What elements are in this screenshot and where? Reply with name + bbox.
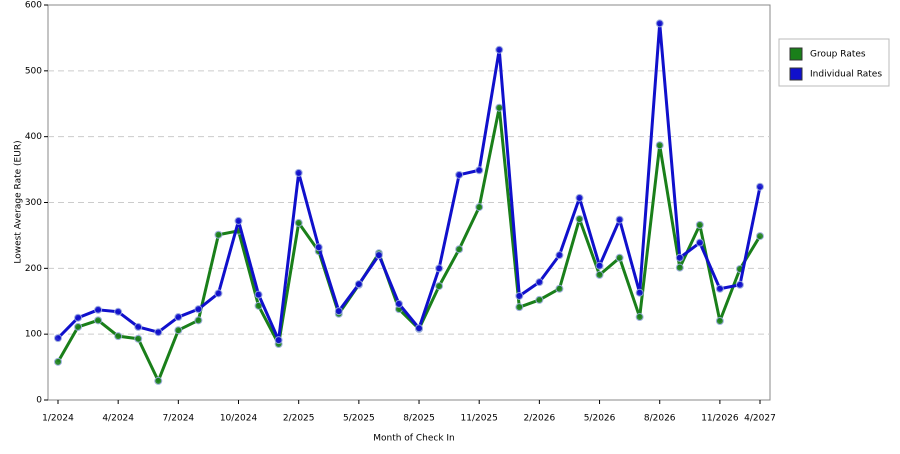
x-tick-label: 8/2025 bbox=[403, 414, 435, 424]
data-point bbox=[575, 214, 584, 223]
legend-label: Group Rates bbox=[810, 50, 866, 60]
data-point bbox=[435, 282, 444, 291]
legend: Group Rates Individual Rates bbox=[778, 38, 890, 87]
x-tick-label: 4/2027 bbox=[744, 414, 776, 424]
y-tick-label: 400 bbox=[25, 132, 42, 142]
data-point bbox=[54, 334, 62, 343]
data-point bbox=[575, 193, 584, 202]
data-point bbox=[695, 238, 704, 247]
y-tick-label: 600 bbox=[25, 1, 42, 11]
data-point bbox=[495, 45, 504, 54]
data-point bbox=[615, 215, 624, 224]
data-point bbox=[475, 166, 484, 175]
series-line bbox=[56, 106, 762, 383]
data-point bbox=[635, 288, 644, 297]
data-point bbox=[114, 307, 123, 316]
data-point bbox=[595, 270, 604, 279]
data-point bbox=[54, 357, 62, 366]
data-point bbox=[455, 245, 464, 254]
data-point bbox=[515, 303, 524, 312]
data-point bbox=[635, 313, 644, 322]
data-point bbox=[555, 284, 564, 293]
x-axis-title: Month of Check In bbox=[373, 434, 455, 444]
data-point bbox=[435, 264, 444, 273]
y-tick-label: 300 bbox=[25, 198, 42, 208]
x-tick-label: 5/2026 bbox=[584, 414, 616, 424]
x-tick-label: 7/2024 bbox=[163, 414, 195, 424]
data-point bbox=[495, 103, 504, 112]
data-point bbox=[74, 313, 83, 322]
data-point bbox=[194, 305, 203, 314]
data-point bbox=[174, 313, 183, 322]
x-tick-label: 5/2025 bbox=[343, 414, 375, 424]
data-point bbox=[715, 284, 724, 293]
data-point bbox=[675, 253, 684, 262]
data-point bbox=[515, 291, 524, 300]
data-point bbox=[615, 253, 624, 262]
y-tick-label: 100 bbox=[25, 330, 42, 340]
data-point bbox=[475, 203, 484, 212]
data-point bbox=[214, 230, 223, 239]
data-point bbox=[374, 251, 383, 260]
data-point bbox=[535, 295, 544, 304]
legend-swatch bbox=[789, 47, 803, 61]
y-tick-label: 0 bbox=[36, 396, 42, 406]
data-point bbox=[756, 232, 764, 241]
x-tick-label: 4/2024 bbox=[102, 414, 134, 424]
data-point bbox=[134, 322, 143, 331]
x-tick-label: 2/2025 bbox=[283, 414, 315, 424]
legend-label: Individual Rates bbox=[810, 70, 882, 80]
data-point bbox=[174, 326, 183, 335]
data-point bbox=[354, 280, 363, 289]
data-point bbox=[114, 332, 123, 341]
data-point bbox=[675, 263, 684, 272]
data-point bbox=[535, 278, 544, 287]
data-point bbox=[94, 305, 103, 314]
data-point bbox=[655, 141, 664, 150]
data-point bbox=[154, 328, 163, 337]
y-axis-title: Lowest Average Rate (EUR) bbox=[14, 140, 24, 263]
x-tick-label: 1/2024 bbox=[42, 414, 74, 424]
legend-swatch bbox=[789, 67, 803, 81]
x-tick-label: 10/2024 bbox=[220, 414, 258, 424]
x-tick-label: 2/2026 bbox=[524, 414, 556, 424]
data-point bbox=[234, 216, 243, 225]
data-point bbox=[455, 170, 464, 179]
data-point bbox=[334, 307, 343, 316]
x-tick-label: 11/2026 bbox=[701, 414, 739, 424]
y-tick-label: 200 bbox=[25, 264, 42, 274]
data-point bbox=[194, 316, 203, 325]
data-point bbox=[394, 299, 403, 308]
data-point bbox=[555, 251, 564, 260]
x-tick-label: 8/2026 bbox=[644, 414, 676, 424]
data-point bbox=[715, 317, 724, 325]
data-point bbox=[314, 243, 323, 252]
data-point bbox=[254, 290, 263, 299]
data-point bbox=[655, 19, 664, 28]
y-tick-label: 500 bbox=[25, 66, 42, 76]
data-point bbox=[756, 182, 764, 191]
data-point bbox=[415, 324, 424, 333]
series-line bbox=[56, 21, 762, 342]
data-point bbox=[294, 218, 303, 227]
data-point bbox=[214, 289, 223, 298]
data-point bbox=[94, 316, 103, 325]
data-point bbox=[134, 334, 143, 343]
data-point bbox=[294, 168, 303, 177]
data-point bbox=[154, 376, 163, 385]
data-point bbox=[74, 322, 83, 331]
x-tick-label: 11/2025 bbox=[461, 414, 498, 424]
data-point bbox=[735, 280, 744, 289]
data-point bbox=[695, 220, 704, 229]
data-point bbox=[595, 261, 604, 270]
data-point bbox=[274, 336, 283, 345]
